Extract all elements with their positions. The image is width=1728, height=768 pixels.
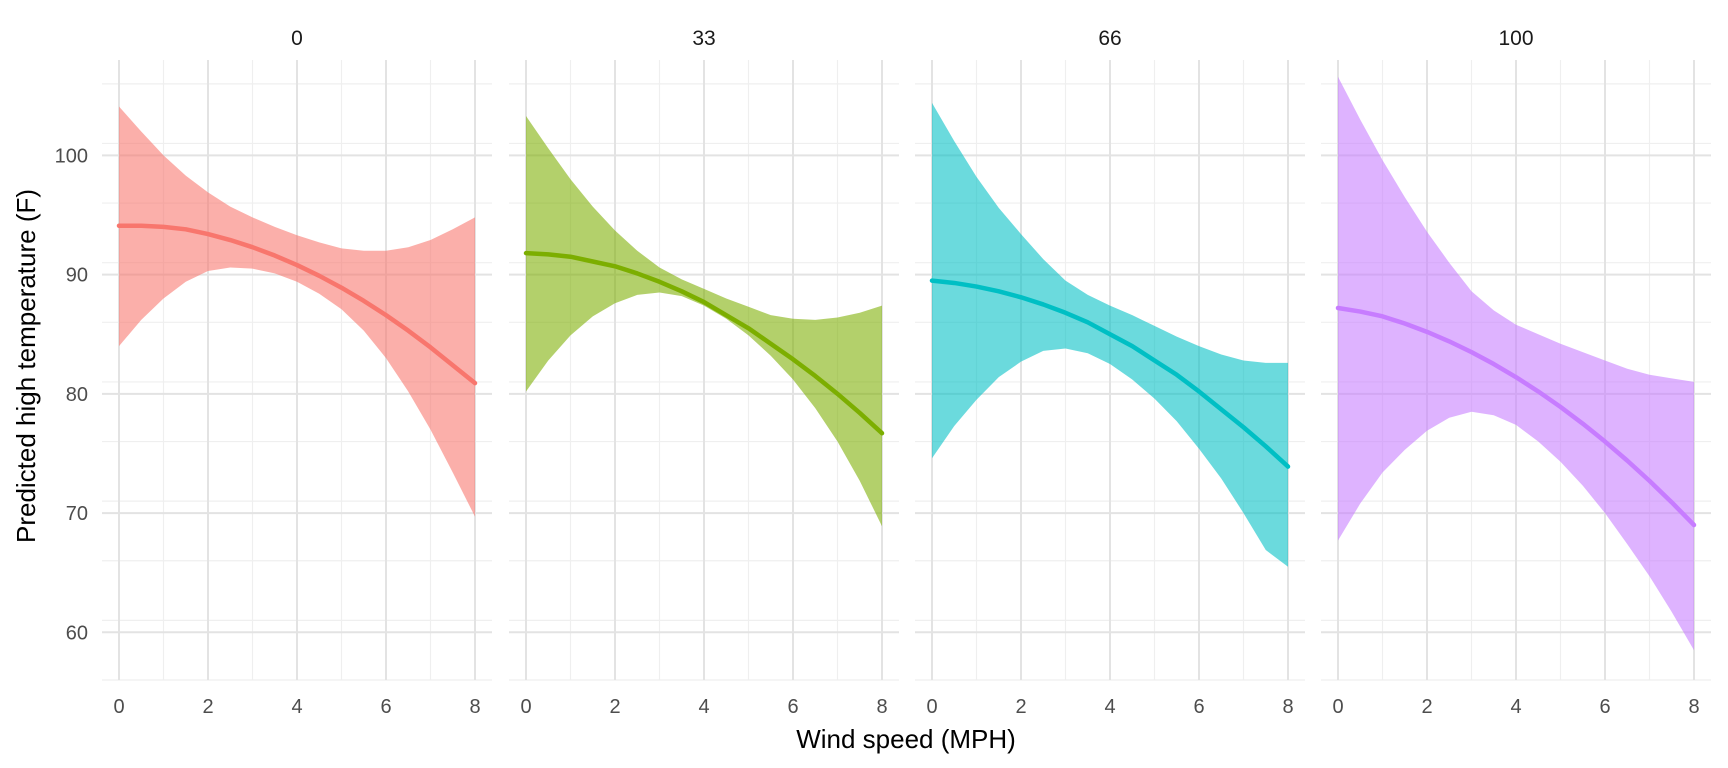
x-tick-label: 0 [926, 696, 937, 718]
x-tick-label: 2 [202, 696, 213, 718]
x-tick-label: 4 [1510, 696, 1521, 718]
confidence-ribbon [1338, 76, 1694, 651]
x-tick-label: 6 [1193, 696, 1204, 718]
y-tick-label: 100 [55, 145, 88, 167]
x-tick-label: 2 [609, 696, 620, 718]
y-tick-label: 90 [66, 265, 88, 287]
confidence-ribbon [119, 106, 475, 517]
fitted-line [929, 278, 1291, 469]
x-tick-label: 8 [469, 696, 480, 718]
x-tick-label: 4 [291, 696, 302, 718]
facet-strip-label: 66 [1098, 27, 1121, 50]
fitted-line [523, 250, 885, 436]
fitted-line [1335, 305, 1697, 528]
confidence-ribbon [526, 116, 882, 527]
facet-panel-0: 0 0 2 4 6 8 [102, 27, 492, 718]
facet-strip-label: 100 [1498, 27, 1533, 50]
x-tick-label: 6 [380, 696, 391, 718]
y-tick-label: 60 [66, 622, 88, 644]
facet-strip-label: 33 [692, 27, 715, 50]
x-tick-label: 8 [1688, 696, 1699, 718]
x-tick-label: 0 [520, 696, 531, 718]
y-axis: 60 70 80 90 100 [55, 145, 88, 644]
y-tick-label: 70 [66, 503, 88, 525]
x-tick-label: 2 [1015, 696, 1026, 718]
y-tick-label: 80 [66, 384, 88, 406]
x-tick-label: 8 [876, 696, 887, 718]
x-axis-title: Wind speed (MPH) [796, 724, 1016, 754]
x-tick-label: 0 [113, 696, 124, 718]
x-tick-label: 8 [1282, 696, 1293, 718]
x-tick-label: 6 [787, 696, 798, 718]
facet-panel-100: 100 0 2 4 6 8 [1321, 27, 1711, 718]
facet-strip-label: 0 [291, 27, 303, 50]
x-tick-label: 6 [1599, 696, 1610, 718]
x-tick-label: 4 [1104, 696, 1115, 718]
x-tick-label: 0 [1332, 696, 1343, 718]
fitted-line [116, 223, 478, 386]
panels-layer: 0 0 2 4 6 8 33 0 2 4 6 8 66 0 2 4 6 8 100 0 2 4 6 8 [102, 27, 1711, 718]
x-tick-label: 2 [1421, 696, 1432, 718]
x-tick-label: 4 [698, 696, 709, 718]
y-axis-title: Predicted high temperature (F) [11, 189, 41, 543]
facet-panel-66: 66 0 2 4 6 8 [915, 27, 1305, 718]
facet-panel-33: 33 0 2 4 6 8 [509, 27, 899, 718]
